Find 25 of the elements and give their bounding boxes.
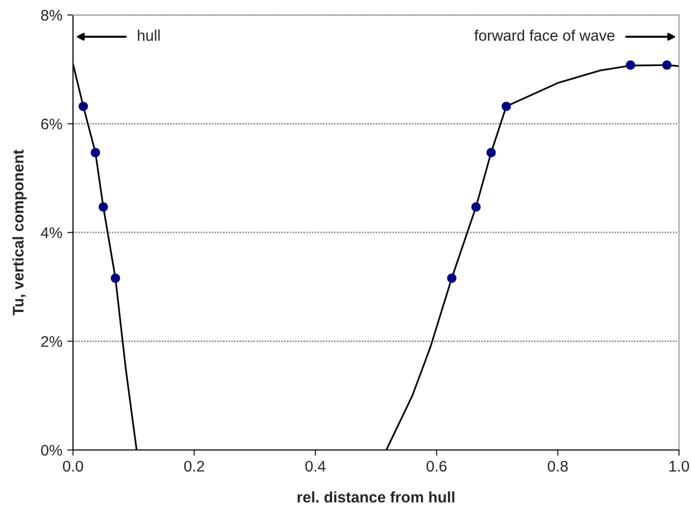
y-axis-title: Tu, vertical component <box>12 150 27 316</box>
x-axis-title: rel. distance from hull <box>298 491 454 503</box>
y-tick-label: 4% <box>40 227 62 238</box>
y-tick-label: 0% <box>41 444 62 456</box>
point <box>662 60 672 70</box>
point <box>447 274 456 283</box>
x-tick-label: 1.0 <box>670 460 690 472</box>
point <box>110 274 120 283</box>
point <box>626 60 636 70</box>
point <box>486 148 496 158</box>
x-tick-label: 0.4 <box>305 460 326 472</box>
x-tick-label: 0.8 <box>548 460 568 472</box>
point <box>502 102 511 112</box>
x-tick-label: 0.6 <box>426 460 447 472</box>
point <box>78 102 88 112</box>
y-tick-label: 6% <box>41 118 62 130</box>
annotation: forward face of wave <box>474 30 614 41</box>
point <box>471 202 481 212</box>
point <box>90 148 100 158</box>
y-tick-label: 8% <box>41 10 62 21</box>
y-tick-label: 2% <box>41 336 62 347</box>
point <box>98 202 108 212</box>
annotation: hull <box>138 30 160 41</box>
x-tick-label: 0.2 <box>184 460 204 472</box>
x-tick-label: 0.0 <box>62 460 84 472</box>
